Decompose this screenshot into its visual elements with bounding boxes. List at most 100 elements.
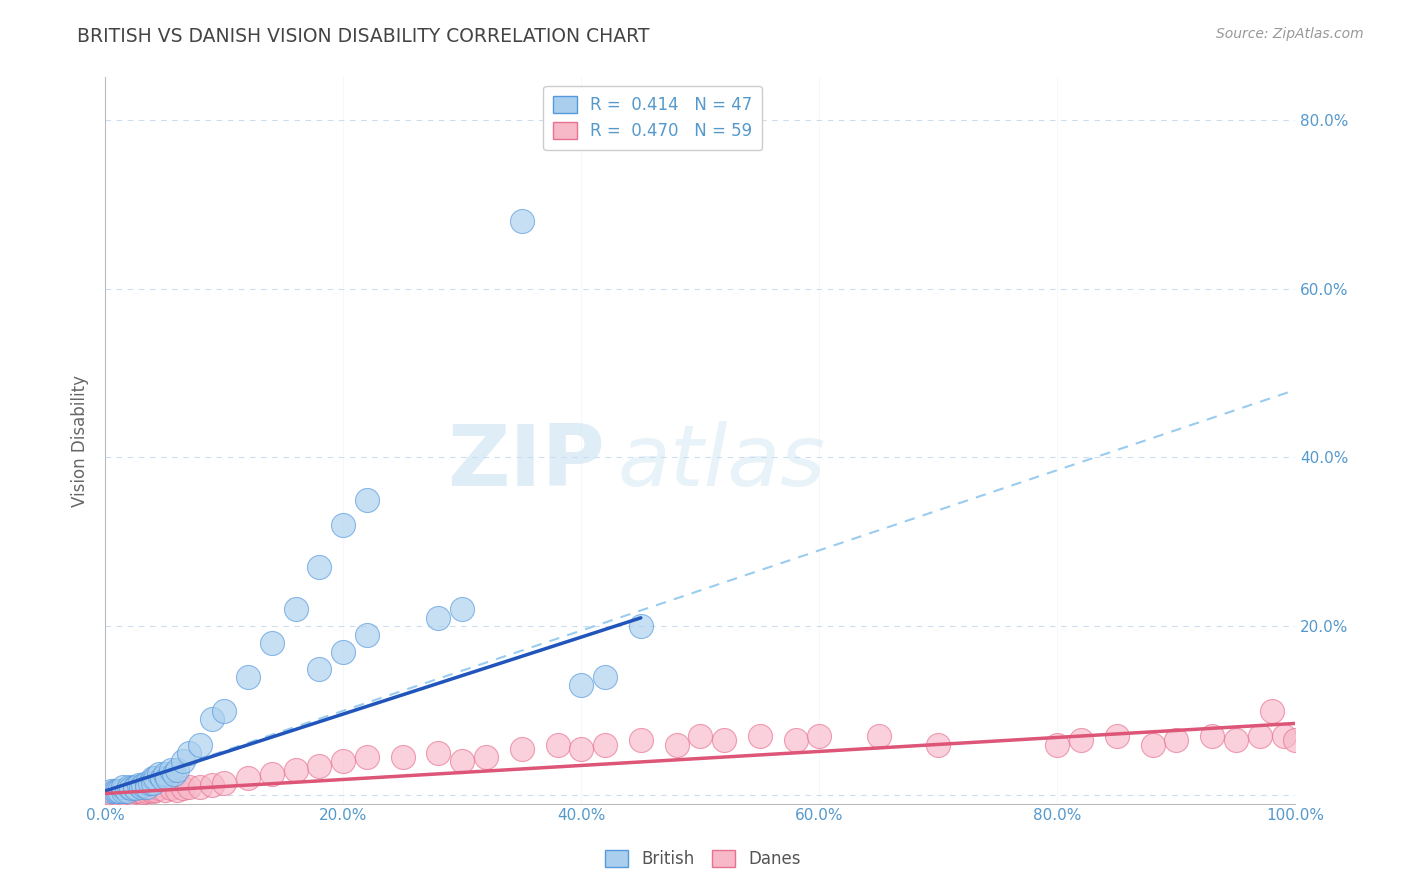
Point [927,738,949,752]
Point [332,755,354,769]
Point [128,778,150,792]
Point [785,733,807,747]
Point [105,784,128,798]
Point [332,518,354,533]
Point [143,783,166,797]
Point [808,729,831,743]
Legend: R =  0.414   N = 47, R =  0.470   N = 59: R = 0.414 N = 47, R = 0.470 N = 59 [543,86,762,151]
Point [308,758,330,772]
Point [260,636,283,650]
Point [105,786,128,800]
Point [112,780,135,794]
Point [510,214,533,228]
Point [1070,733,1092,747]
Text: ZIP: ZIP [447,421,605,504]
Point [104,786,127,800]
Point [163,767,186,781]
Point [120,781,142,796]
Point [100,784,122,798]
Point [201,778,224,792]
Point [132,778,155,792]
Point [593,670,616,684]
Point [104,784,127,798]
Point [308,661,330,675]
Point [1105,729,1128,743]
Point [547,738,569,752]
Point [112,786,135,800]
Point [172,755,194,769]
Text: Source: ZipAtlas.com: Source: ZipAtlas.com [1216,27,1364,41]
Point [129,783,152,797]
Point [129,780,152,794]
Text: atlas: atlas [617,421,825,504]
Legend: British, Danes: British, Danes [599,843,807,875]
Point [177,746,200,760]
Point [159,781,181,796]
Point [112,784,135,798]
Point [153,783,176,797]
Point [142,784,165,798]
Point [236,670,259,684]
Point [201,712,224,726]
Point [1142,738,1164,752]
Point [148,781,170,796]
Point [308,560,330,574]
Point [135,780,157,794]
Point [356,628,378,642]
Point [356,492,378,507]
Point [868,729,890,743]
Point [475,750,498,764]
Point [143,772,166,786]
Point [630,733,652,747]
Point [124,784,146,798]
Y-axis label: Vision Disability: Vision Disability [72,375,89,507]
Point [172,781,194,796]
Text: BRITISH VS DANISH VISION DISABILITY CORRELATION CHART: BRITISH VS DANISH VISION DISABILITY CORR… [77,27,650,45]
Point [1166,733,1188,747]
Point [156,772,179,786]
Point [153,767,176,781]
Point [391,750,413,764]
Point [148,767,170,781]
Point [569,741,592,756]
Point [118,780,141,794]
Point [689,729,711,743]
Point [142,775,165,789]
Point [139,783,162,797]
Point [1225,733,1247,747]
Point [150,772,173,786]
Point [135,784,157,798]
Point [108,784,131,798]
Point [128,784,150,798]
Point [115,784,138,798]
Point [1249,729,1271,743]
Point [356,750,378,764]
Point [427,746,450,760]
Point [236,772,259,786]
Point [166,763,188,777]
Point [748,729,770,743]
Point [284,602,307,616]
Point [665,738,688,752]
Point [132,785,155,799]
Point [1260,704,1282,718]
Point [451,602,474,616]
Point [190,780,212,794]
Point [284,763,307,777]
Point [713,733,735,747]
Point [142,772,165,786]
Point [1272,729,1295,743]
Point [510,741,533,756]
Point [212,775,235,789]
Point [159,763,181,777]
Point [135,775,157,789]
Point [427,611,450,625]
Point [1201,729,1223,743]
Point [593,738,616,752]
Point [1046,738,1069,752]
Point [451,755,474,769]
Point [569,678,592,692]
Point [124,781,146,796]
Point [260,767,283,781]
Point [115,784,138,798]
